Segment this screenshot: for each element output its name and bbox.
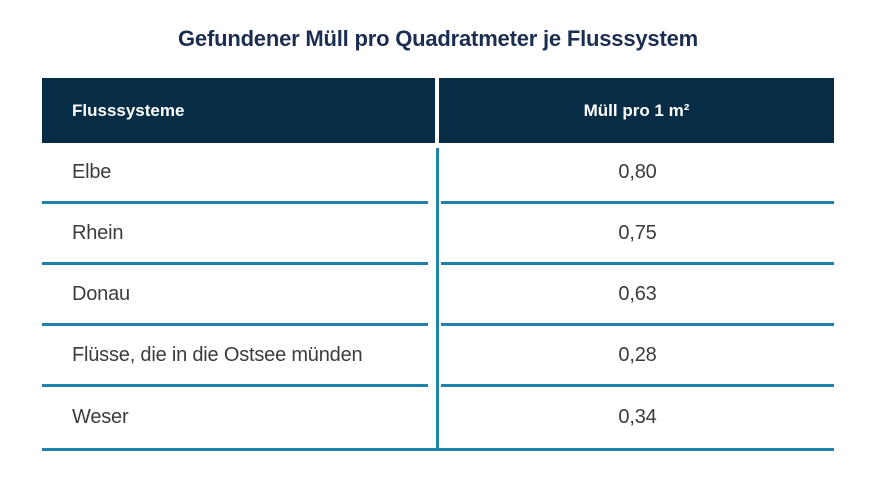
header-column-divider	[435, 78, 439, 143]
trash-value-cell: 0,63	[441, 265, 834, 326]
row-divider-gap	[428, 326, 441, 387]
header-cell-muell-pro-m2: Müll pro 1 m²	[439, 78, 834, 143]
river-name-cell: Flüsse, die in die Ostsee münden	[42, 326, 428, 387]
river-name-cell: Weser	[72, 406, 129, 428]
row-divider-gap	[428, 143, 441, 204]
table-row: Flüsse, die in die Ostsee münden 0,28	[42, 326, 834, 387]
trash-value-cell: 0,80	[441, 143, 834, 204]
river-name-cell: Elbe	[42, 143, 428, 204]
trash-value-cell: 0,75	[441, 204, 834, 265]
river-name-cell: Donau	[42, 265, 428, 326]
trash-value-cell: 0,28	[441, 326, 834, 387]
table-row: Rhein 0,75	[42, 204, 834, 265]
trash-value-cell: 0,34	[618, 406, 657, 428]
table-row: Donau 0,63	[42, 265, 834, 326]
table-row: Weser 0,34	[42, 387, 834, 448]
table-header-row: Flusssysteme Müll pro 1 m²	[42, 78, 834, 143]
table-row: Elbe 0,80	[42, 143, 834, 204]
river-name-cell: Rhein	[42, 204, 428, 265]
page-title: Gefundener Müll pro Quadratmeter je Flus…	[178, 26, 698, 51]
table-body: Elbe 0,80 Rhein 0,75 Donau 0,63 Flüsse, …	[42, 143, 834, 451]
row-divider-gap	[428, 204, 441, 265]
row-divider-gap	[428, 265, 441, 326]
row-divider-gap	[428, 387, 441, 448]
trash-per-sqm-table: Flusssysteme Müll pro 1 m² Elbe 0,80 Rhe…	[42, 78, 834, 451]
header-cell-flusssysteme: Flusssysteme	[42, 78, 435, 143]
vertical-divider-line	[436, 148, 439, 448]
